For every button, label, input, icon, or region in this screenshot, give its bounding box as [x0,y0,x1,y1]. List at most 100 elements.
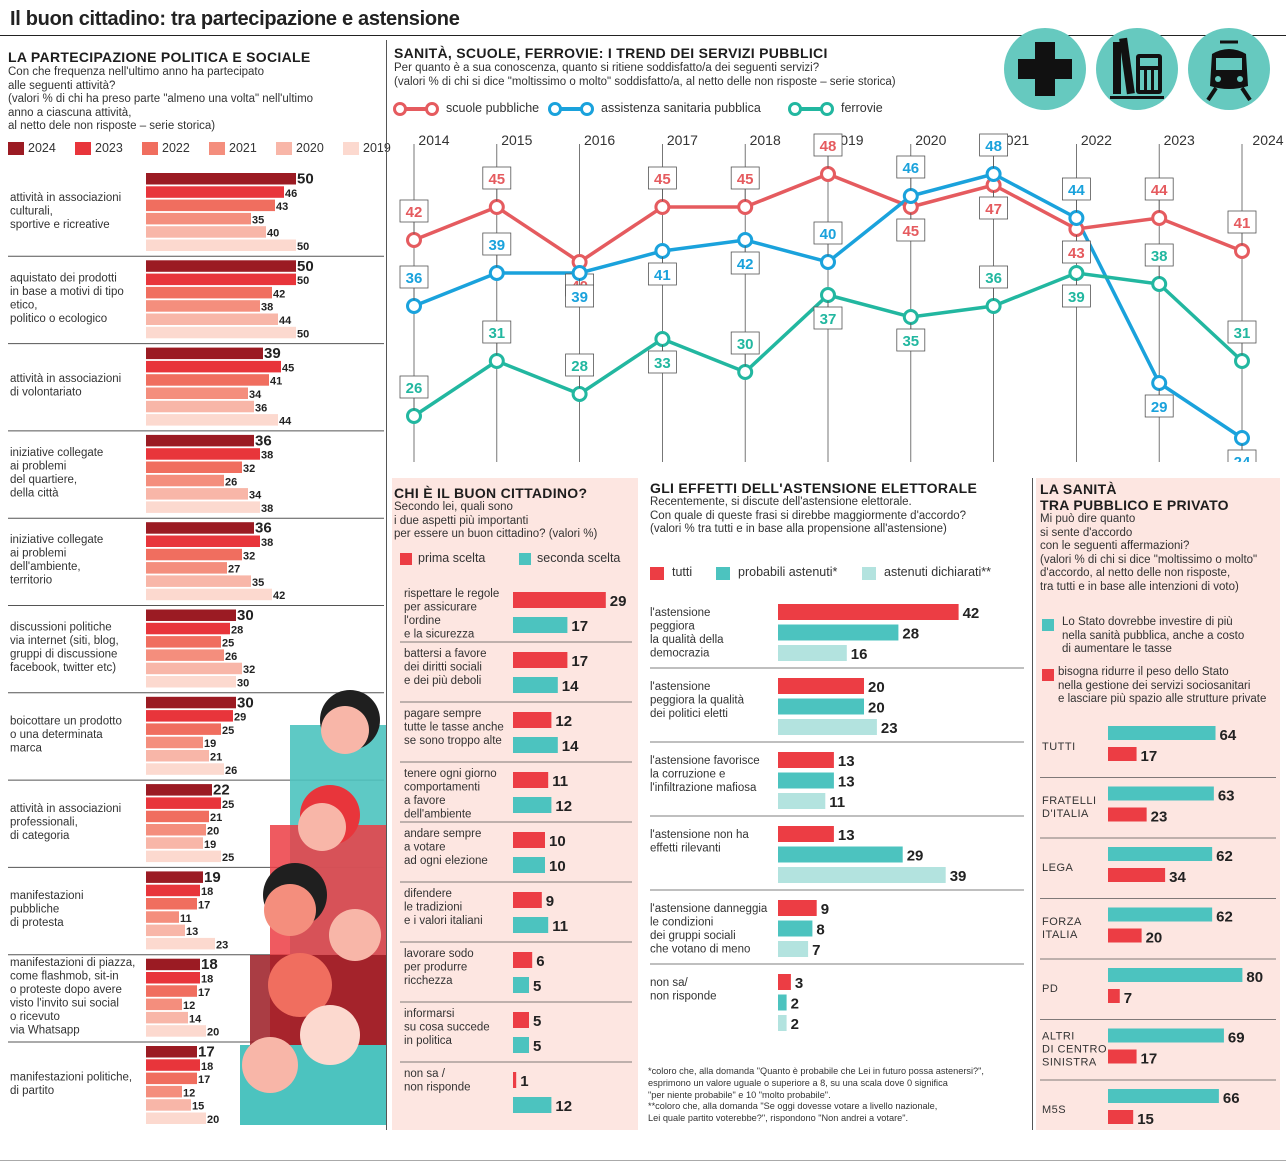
bar-series-1 [1108,786,1214,801]
label-box [896,155,926,179]
category-label: in base a motivi di tipo [10,286,124,298]
category-label: informarsi [404,1008,454,1020]
category-label: del quartiere, [10,474,77,486]
label-box [565,284,595,308]
data-label: 17 [571,653,588,670]
bar-2021 [146,300,260,312]
trend-sub-line: Per quanto è a sua conoscenza, quanto si… [394,62,820,74]
bar-2021 [146,649,224,661]
participation-heading: LA PARTECIPAZIONE POLITICA E SOCIALE [8,49,311,65]
legend-label: 2020 [296,141,324,155]
bar-2020 [146,1099,191,1111]
category-label: manifestazioni politiche, [10,1072,132,1084]
abstention-legend: tutti probabili astenuti* astenuti dichiar… [650,565,1030,582]
data-label: 62 [1216,848,1233,865]
category-label: manifestazioni [10,890,84,902]
bar-2024 [146,522,254,534]
data-label: 30 [737,336,754,353]
bar-seconda scelta [513,1097,552,1113]
data-label: 1 [520,1073,528,1090]
data-label: 31 [1234,325,1251,342]
category-label: professionali, [10,816,78,828]
data-label: 14 [562,678,579,695]
category-label: ricchezza [404,975,453,987]
category-label: o proteste dopo avere [10,984,122,996]
good-citizen-legend: prima scelta seconda scelta [400,551,636,568]
bar-2022 [146,636,221,648]
bar-2021 [146,387,248,399]
data-label: 10 [549,833,566,850]
data-label: 32 [243,664,255,676]
bar-2024 [146,784,212,796]
bar-tutti [778,826,834,842]
legend-swatch-private [1042,669,1054,681]
data-label: 7 [1124,990,1132,1007]
category-label: culturali, [10,205,53,217]
data-label: 13 [838,753,855,770]
data-label: 5 [533,978,541,995]
bar-2020 [146,400,254,413]
bar-2020 [146,313,278,325]
label-box [896,218,926,242]
legend-swatch [276,142,292,155]
category-label: ad ogni elezione [404,855,488,867]
bar-series-2 [1108,807,1147,822]
data-label: 11 [552,773,568,790]
participation-sub-line: alle seguenti attività? [8,79,116,92]
bar-probabili astenuti* [778,994,787,1011]
bar-probabili astenuti* [778,624,899,641]
bar-2019 [146,501,260,513]
category-label: peggiora [650,621,695,633]
data-label: 39 [264,345,281,362]
legend-label: tutti [672,565,693,579]
legend-label: 2023 [95,141,123,155]
bar-2020 [146,924,185,937]
category-label: non sa / [404,1068,446,1080]
data-label: 25 [222,799,234,811]
people-illustration [240,690,386,1125]
category-label: o una determinata [10,729,103,741]
category-label: pagare sempre [404,708,481,720]
data-label: 43 [1068,245,1085,262]
bar-2022 [146,810,209,823]
data-label: 8 [816,922,824,939]
illustration-shape [321,706,369,754]
bar-astenuti dichiarati** [778,719,877,735]
category-label: dell'ambiente, [10,561,81,573]
bar-2021 [146,824,206,836]
data-label: 20 [868,700,885,717]
data-label: 34 [249,490,262,502]
legend-label-public: Lo Stato dovrebbe investire di più nella… [1062,616,1280,657]
data-label: 17 [1141,1051,1158,1068]
label-box [813,133,843,157]
data-label: 26 [225,651,237,663]
bar-series-2 [1108,928,1142,943]
legend-label: scuole pubbliche [446,101,540,115]
data-label: 42 [963,605,980,622]
bar-2022 [146,985,197,997]
legend-label: probabili astenuti* [738,565,838,579]
data-label: 12 [555,713,572,730]
x-tick-label: 2015 [501,132,532,148]
legend-label-private: bisogna ridurre il peso dello Stato nell… [1058,666,1284,707]
data-label: 24 [1234,454,1251,462]
data-label: 45 [737,171,754,188]
good-citizen-subtitle: Secondo lei, quali sono i due aspetti pi… [394,501,634,542]
data-label: 32 [243,463,255,475]
category-label: della città [10,487,59,499]
bar-series-1 [1108,847,1213,861]
data-label: 44 [1068,182,1085,199]
bar-seconda scelta [513,617,568,633]
bar-astenuti dichiarati** [778,1015,787,1031]
category-label: FRATELLI [1042,795,1097,807]
category-label: su cosa succede [404,1022,490,1034]
data-label: 27 [228,564,240,576]
illustration-shape [268,953,332,1017]
data-label: 43 [276,201,288,213]
health-heading-line: LA SANITÀ [1040,481,1117,497]
data-label: 13 [186,926,198,938]
data-label: 45 [488,171,505,188]
x-tick-label: 2024 [1252,132,1283,148]
category-label: rispettare le regole [404,588,499,600]
trend-sub-line: (valori % di chi si dice "moltissimo o m… [394,75,896,88]
